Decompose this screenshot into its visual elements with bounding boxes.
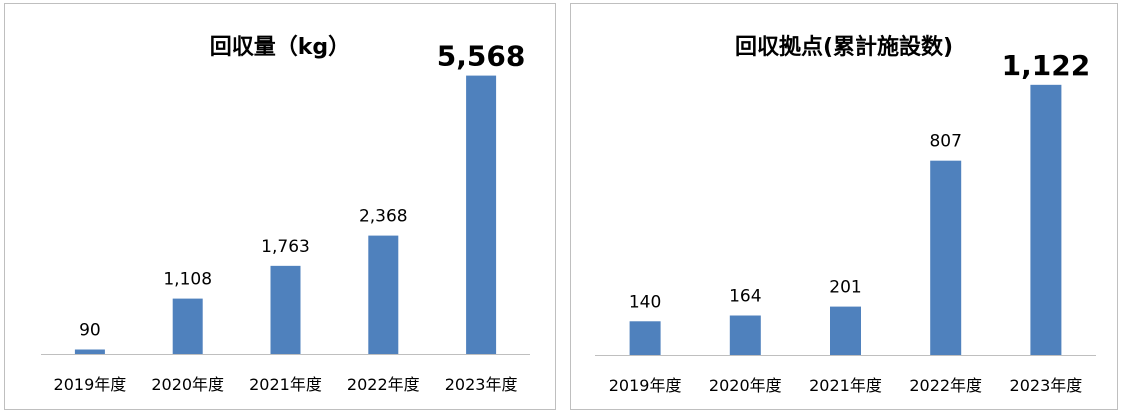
x-tick-label: 2020年度 <box>709 376 782 395</box>
x-tick-label: 2023年度 <box>445 375 518 394</box>
x-tick-label: 2020年度 <box>151 375 224 394</box>
data-label: 90 <box>79 321 101 341</box>
bar <box>629 321 661 355</box>
bar <box>466 75 497 354</box>
data-label: 5,568 <box>437 40 526 73</box>
data-label: 1,122 <box>1002 49 1091 82</box>
x-tick-label: 2023年度 <box>1010 376 1083 395</box>
data-label: 164 <box>729 287 761 307</box>
bar <box>172 298 203 354</box>
x-tick-label: 2021年度 <box>249 375 322 394</box>
bar <box>270 265 301 354</box>
bar <box>729 315 761 355</box>
data-label: 201 <box>829 278 861 298</box>
data-label: 1,763 <box>261 237 310 257</box>
x-tick-label: 2019年度 <box>609 376 682 395</box>
bar <box>930 160 962 355</box>
collection-sites-plot: 140 2019年度 164 2020年度 201 2021年度 807 2022年度 1,12… <box>595 49 1096 395</box>
chart-title: 回収拠点(累計施設数) <box>734 35 954 60</box>
x-tick-label: 2022年度 <box>347 375 420 394</box>
data-label: 1,108 <box>163 270 212 290</box>
data-label: 807 <box>929 132 961 152</box>
data-label: 140 <box>629 292 661 312</box>
x-tick-label: 2019年度 <box>54 375 127 394</box>
chart-title: 回収量（kg） <box>209 35 351 60</box>
collection-sites-chart: 回収拠点(累計施設数) 140 2019年度 164 2020年度 201 2021年度 8… <box>570 3 1118 410</box>
bar <box>1030 84 1062 356</box>
data-label: 2,368 <box>359 207 408 227</box>
bar <box>74 349 105 354</box>
collection-volume-chart: 回収量（kg） 90 2019年度 1,108 2020年度 1,763 2021年度 2,… <box>4 3 556 410</box>
x-tick-label: 2022年度 <box>909 376 982 395</box>
bar <box>830 306 861 355</box>
x-tick-label: 2021年度 <box>809 376 882 395</box>
collection-volume-plot: 90 2019年度 1,108 2020年度 1,763 2021年度 2,368 2022年… <box>41 40 530 394</box>
bar <box>368 235 399 354</box>
